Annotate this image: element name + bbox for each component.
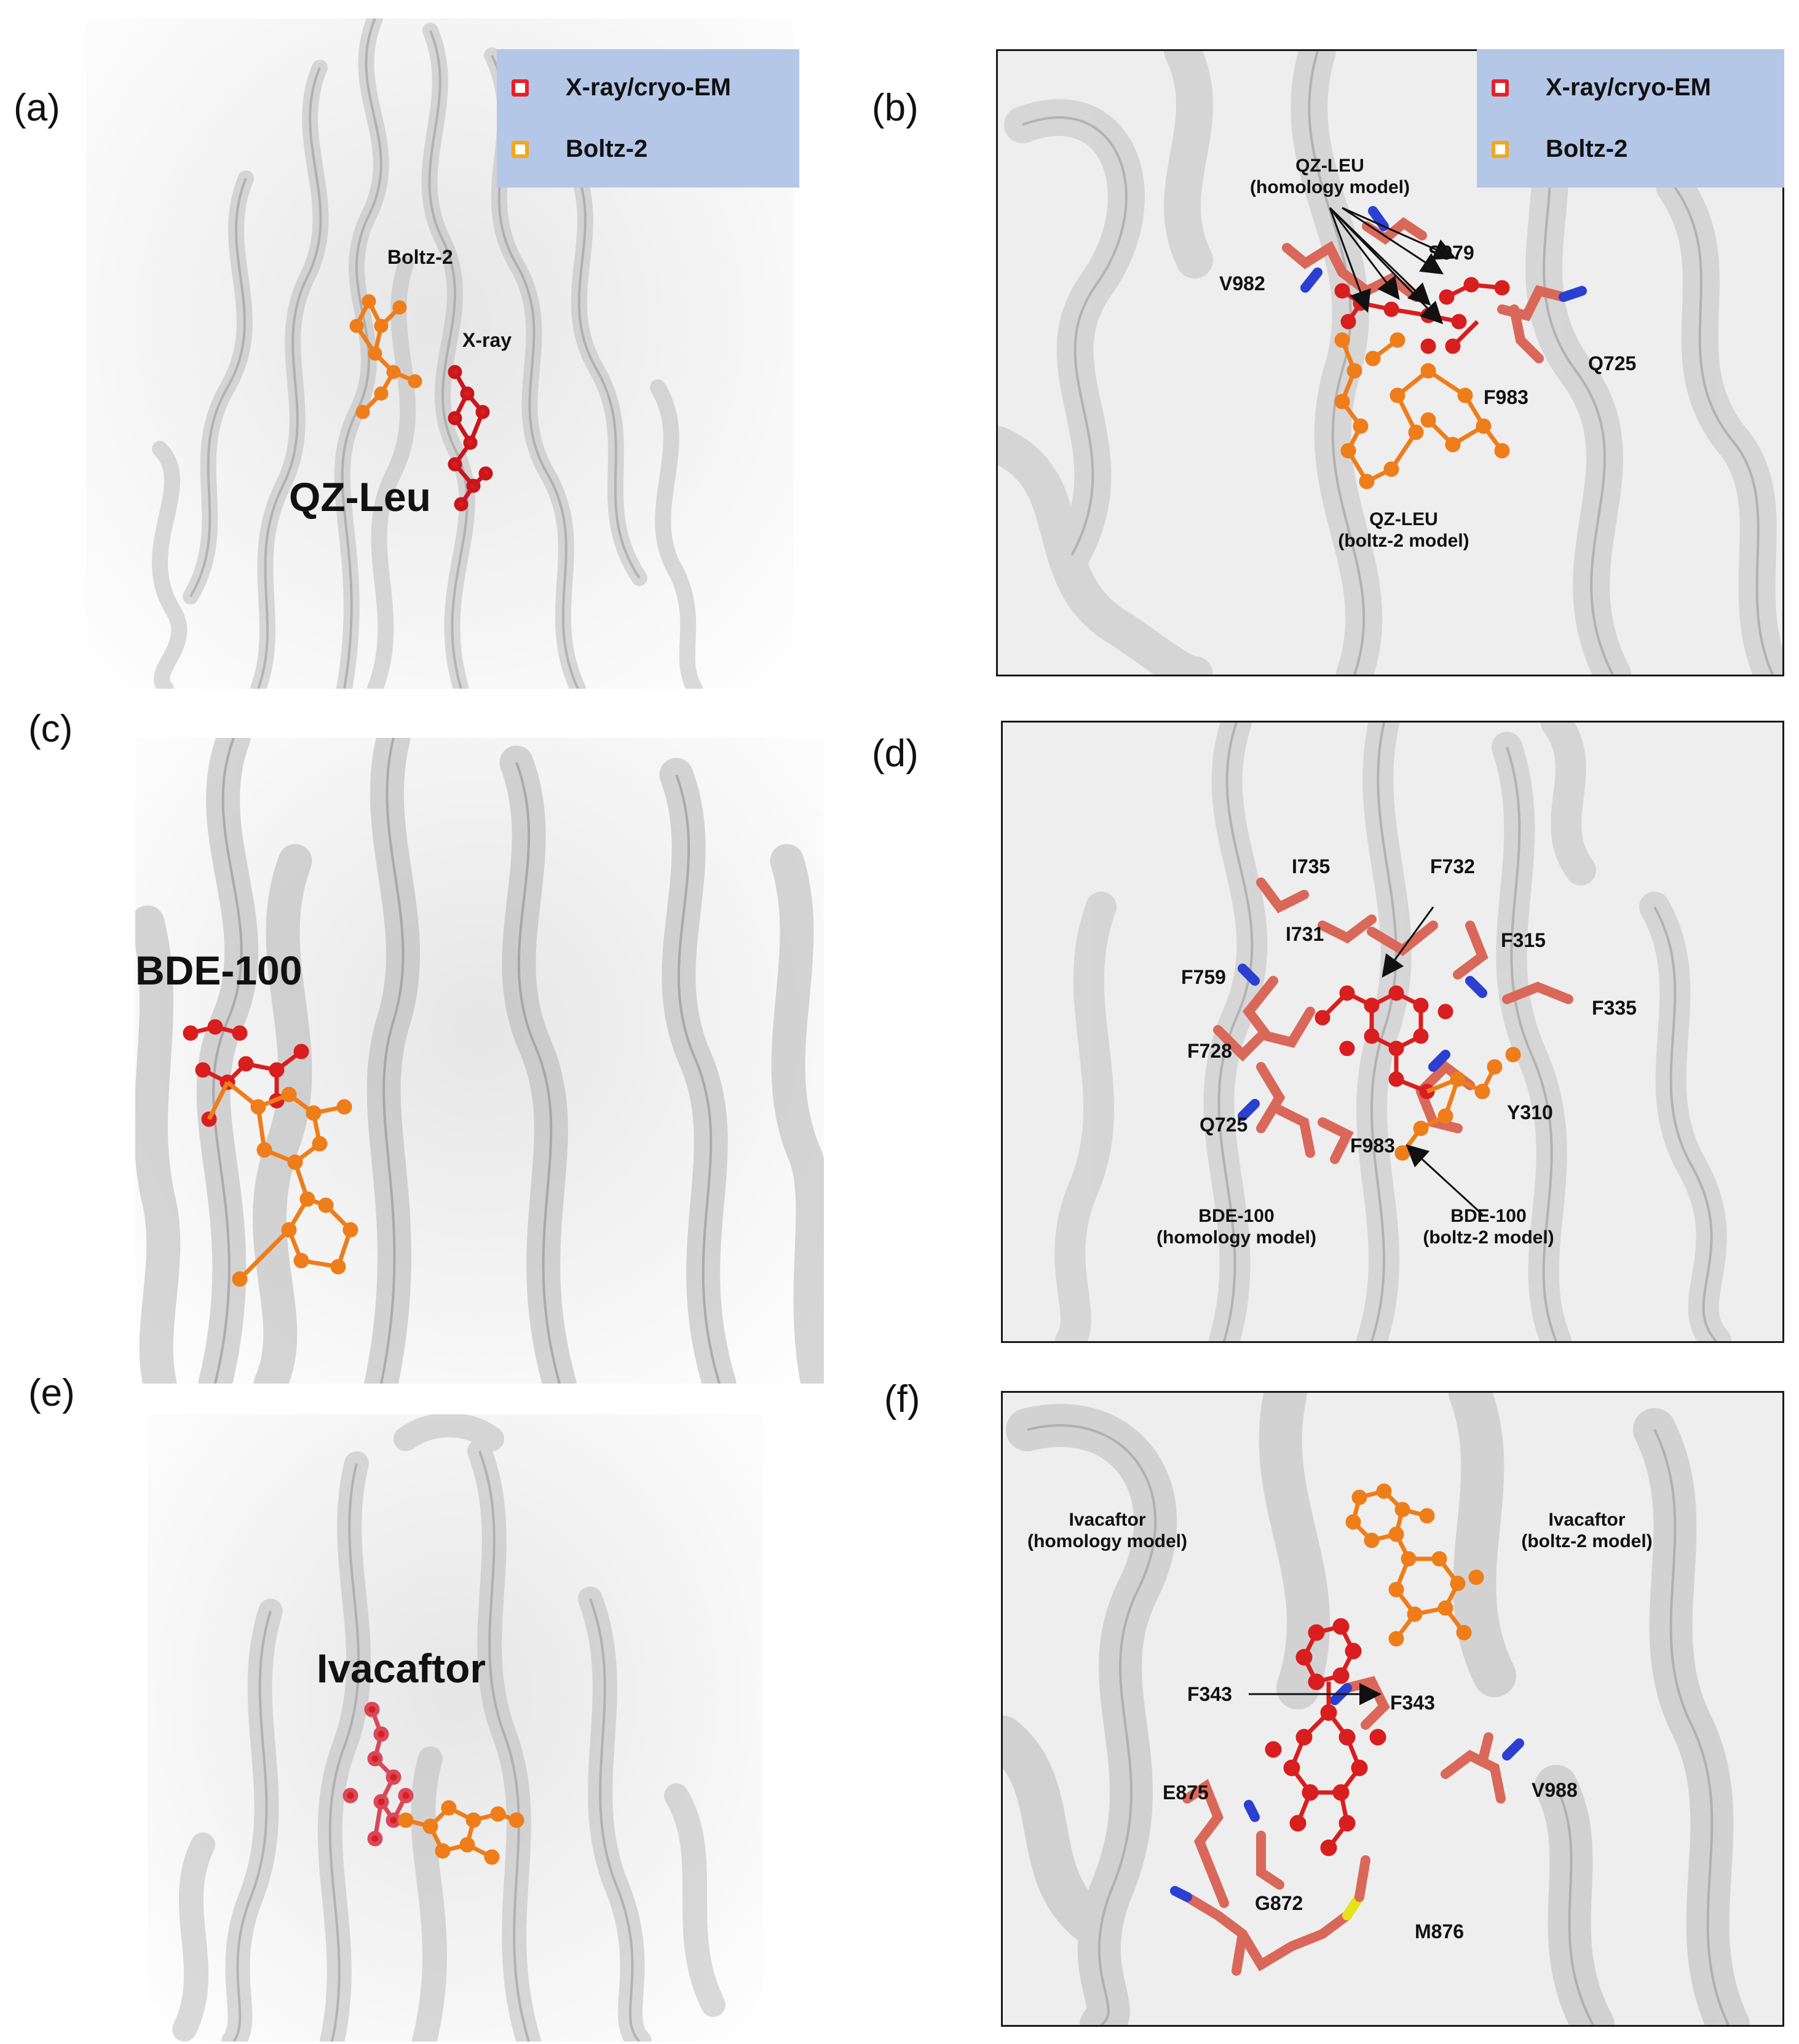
- boltz2-ligand-d: [1394, 1047, 1521, 1161]
- legend-item-boltz2-a: Boltz-2: [512, 135, 647, 163]
- tag-boltz2-a: Boltz-2: [387, 246, 453, 268]
- residue-f343-left: F343: [1187, 1683, 1232, 1705]
- boltz2-ligand-a: [349, 294, 422, 419]
- homology-ligand-d: [1315, 985, 1453, 1099]
- protein-ribbon-b: [998, 51, 1782, 675]
- legend-swatch-orange: [512, 140, 529, 158]
- panel-f-closeup: Ivacaftor (homology model) Ivacaftor (bolt…: [1001, 1391, 1784, 2027]
- residue-f315: F315: [1501, 929, 1546, 951]
- residue-f732: F732: [1430, 855, 1475, 877]
- legend-item-xray-a: X-ray/cryo-EM: [512, 74, 731, 101]
- residue-v988: V988: [1532, 1779, 1578, 1801]
- residue-e875: E875: [1163, 1781, 1209, 1804]
- homology-ligand-f: [1265, 1618, 1386, 1856]
- annotation-arrows-b: [1329, 207, 1457, 325]
- legend-b: X-ray/cryo-EM Boltz-2: [1477, 49, 1784, 188]
- legend-item-xray-b: X-ray/cryo-EM: [1492, 74, 1711, 101]
- panel-label-a: (a): [14, 87, 60, 129]
- panel-label-e: (e): [28, 1372, 75, 1414]
- legend-item-boltz2-b: Boltz-2: [1492, 135, 1627, 163]
- panel-label-c: (c): [28, 708, 73, 750]
- protein-ribbon-c: [135, 738, 824, 1384]
- residue-f759: F759: [1181, 966, 1226, 988]
- protein-ribbon-a: [152, 18, 703, 689]
- panel-d-closeup: I735 F732 I731 F315 F759 F335 F728 Q725 …: [1001, 721, 1784, 1343]
- label-boltz2-model-f: Ivacaftor (boltz-2 model): [1521, 1510, 1653, 1551]
- residue-f983: F983: [1484, 386, 1528, 408]
- residue-y310: Y310: [1507, 1101, 1553, 1123]
- tag-xray-a: X-ray: [462, 329, 512, 351]
- xray-ligand-a: [448, 365, 493, 512]
- residue-sticks-b: [1282, 217, 1568, 363]
- residue-i735: I735: [1292, 855, 1330, 877]
- residue-s979: S979: [1428, 242, 1474, 264]
- panel-label-d: (d): [872, 732, 919, 775]
- residue-i731: I731: [1286, 923, 1324, 945]
- label-homology-model-b: QZ-LEU (homology model): [1250, 156, 1410, 197]
- residue-f343-right: F343: [1390, 1692, 1435, 1714]
- protein-ribbon-e: [172, 1414, 726, 2042]
- protein-ribbon-f: [1003, 1393, 1750, 2025]
- residue-g872: G872: [1255, 1892, 1303, 1914]
- panel-label-f: (f): [884, 1378, 920, 1420]
- residue-f728: F728: [1187, 1040, 1232, 1062]
- boltz2-ligand-b: [1334, 332, 1510, 489]
- residue-f335: F335: [1592, 997, 1637, 1019]
- legend-swatch-red: [1492, 79, 1509, 97]
- residue-q725: Q725: [1588, 352, 1637, 374]
- annotation-arrows-d: [1382, 906, 1484, 1216]
- boltz2-ligand-c: [207, 1080, 358, 1287]
- xray-ligand-c: [183, 1019, 309, 1127]
- label-boltz2-model-d: BDE-100 (boltz-2 model): [1423, 1206, 1554, 1248]
- residue-m876: M876: [1415, 1920, 1465, 1943]
- label-boltz2-model-b: QZ-LEU (boltz-2 model): [1338, 509, 1469, 551]
- legend-swatch-red: [512, 79, 529, 97]
- residue-v982: V982: [1219, 272, 1265, 295]
- legend-swatch-orange: [1492, 140, 1509, 158]
- ligand-name-c: BDE-100: [135, 948, 302, 993]
- xray-ligand-e: [342, 1701, 414, 1847]
- boltz2-ligand-e: [398, 1800, 524, 1865]
- residue-q725: Q725: [1200, 1114, 1248, 1136]
- residue-f983: F983: [1350, 1135, 1395, 1157]
- boltz2-ligand-f: [1345, 1483, 1484, 1647]
- panel-label-b: (b): [872, 87, 919, 129]
- protein-ribbon-d: [1054, 723, 1731, 1341]
- label-homology-model-d: BDE-100 (homology model): [1156, 1206, 1316, 1248]
- panel-c-structure: BDE-100: [135, 738, 824, 1384]
- residue-sticks-f: [1182, 1676, 1506, 1976]
- ligand-name-a: QZ-Leu: [289, 474, 431, 520]
- label-homology-model-f: Ivacaftor (homology model): [1027, 1510, 1187, 1551]
- panel-e-structure: Ivacaftor: [148, 1414, 762, 2042]
- ligand-name-e: Ivacaftor: [317, 1646, 486, 1691]
- legend-a: X-ray/cryo-EM Boltz-2: [497, 49, 799, 188]
